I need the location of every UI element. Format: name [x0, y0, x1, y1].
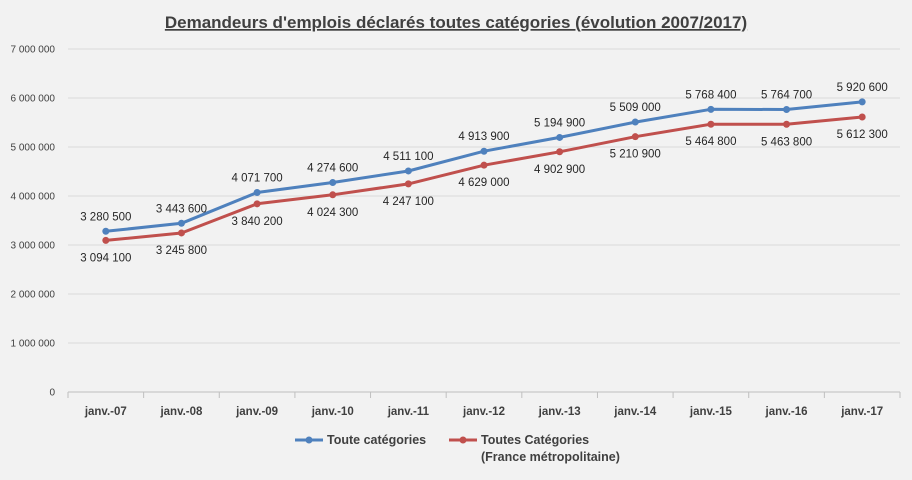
data-label: 3 245 800 — [156, 245, 207, 257]
data-point — [858, 113, 866, 121]
data-point — [404, 167, 412, 175]
data-label: 3 280 500 — [80, 211, 131, 223]
data-label: 4 902 900 — [534, 164, 585, 176]
x-tick-label: janv.-17 — [840, 406, 883, 418]
legend-label: Toute catégories — [327, 433, 426, 447]
x-tick-label: janv.-14 — [613, 406, 657, 418]
data-label: 5 509 000 — [610, 102, 661, 114]
y-tick-label: 2 000 000 — [11, 290, 56, 301]
data-label: 5 464 800 — [685, 136, 736, 148]
x-tick-label: janv.-11 — [387, 406, 430, 418]
data-label: 5 463 800 — [761, 136, 812, 148]
data-label: 4 629 000 — [458, 177, 509, 189]
data-point — [177, 229, 185, 237]
data-label: 4 511 100 — [383, 151, 433, 163]
data-point — [329, 191, 337, 199]
x-axis: janv.-07 janv.-08 janv.-09 janv.-10 janv.-11… — [67, 391, 901, 418]
data-label: 4 274 600 — [307, 163, 358, 175]
data-point — [102, 227, 110, 235]
data-label: 5 210 900 — [610, 149, 661, 161]
y-tick-label: 3 000 000 — [11, 241, 56, 252]
x-tick-label: janv.-08 — [159, 406, 203, 418]
data-point — [858, 98, 866, 106]
data-point — [556, 133, 564, 141]
legend: Toute catégories Toutes Catégories (France… — [295, 433, 620, 464]
data-point — [329, 179, 337, 187]
y-tick-label: 7 000 000 — [11, 45, 56, 56]
y-tick-label: 4 000 000 — [11, 192, 56, 203]
gridlines — [68, 48, 900, 344]
data-point — [404, 180, 412, 188]
data-label: 5 764 700 — [761, 90, 812, 102]
data-label: 5 920 600 — [837, 82, 888, 94]
x-tick-label: janv.-13 — [538, 406, 581, 418]
y-axis: 0 1 000 000 2 000 000 3 000 000 4 000 000 5 0… — [11, 45, 56, 399]
y-tick-label: 6 000 000 — [11, 94, 56, 105]
series-lines — [102, 98, 866, 244]
data-point — [480, 147, 488, 155]
data-point — [102, 236, 110, 244]
legend-label: Toutes Catégories — [481, 433, 589, 447]
data-label: 4 071 700 — [232, 172, 283, 184]
data-label: 4 913 900 — [458, 131, 509, 143]
x-tick-label: janv.-07 — [84, 406, 127, 418]
data-point — [707, 120, 715, 128]
data-label: 5 194 900 — [534, 117, 585, 129]
data-point — [707, 105, 715, 113]
y-tick-label: 1 000 000 — [11, 339, 56, 350]
data-label: 4 247 100 — [383, 196, 434, 208]
x-tick-label: janv.-09 — [235, 406, 278, 418]
legend-label-line2: (France métropolitaine) — [481, 450, 620, 464]
data-labels: 3 280 500 3 443 600 4 071 700 4 274 600 4 51… — [80, 82, 888, 264]
data-point — [480, 161, 488, 169]
legend-swatch-marker — [305, 436, 313, 444]
data-point — [253, 188, 261, 196]
data-point — [556, 148, 564, 156]
data-label: 5 612 300 — [837, 129, 888, 141]
data-label: 5 768 400 — [685, 89, 736, 101]
data-point — [783, 106, 791, 114]
x-tick-label: janv.-15 — [689, 406, 733, 418]
data-label: 3 840 200 — [232, 216, 283, 228]
data-label: 3 094 100 — [80, 252, 131, 264]
x-tick-label: janv.-12 — [462, 406, 505, 418]
data-label: 3 443 600 — [156, 203, 207, 215]
x-tick-label: janv.-10 — [311, 406, 354, 418]
legend-swatch-marker — [459, 436, 467, 444]
data-point — [631, 133, 639, 141]
x-tick-label: janv.-16 — [765, 406, 808, 418]
data-point — [253, 200, 261, 208]
y-tick-label: 5 000 000 — [11, 143, 56, 154]
legend-item-2: Toutes Catégories (France métropolitaine) — [449, 433, 620, 464]
y-tick-label: 0 — [49, 388, 55, 399]
legend-item-1: Toute catégories — [295, 433, 426, 447]
data-point — [631, 118, 639, 126]
data-point — [177, 219, 185, 227]
data-label: 4 024 300 — [307, 207, 358, 219]
chart-title: Demandeurs d'emplois déclarés toutes cat… — [165, 13, 747, 32]
data-point — [783, 120, 791, 128]
